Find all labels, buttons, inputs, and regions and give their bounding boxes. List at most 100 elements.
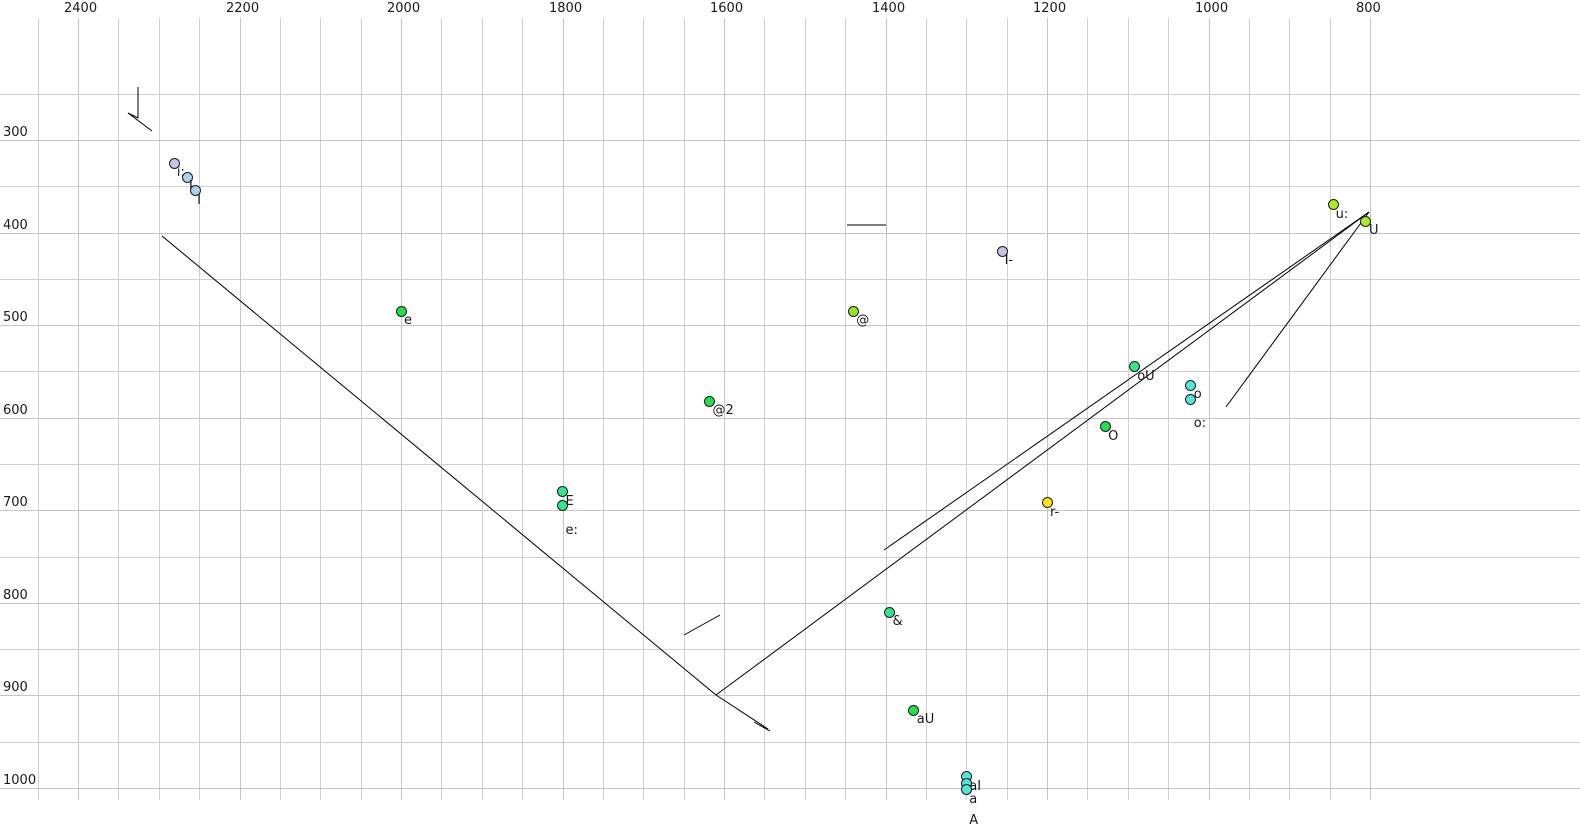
vowel-label: e: (565, 522, 578, 538)
vowel-marker[interactable] (395, 305, 407, 317)
vowel-marker[interactable] (181, 171, 193, 183)
y-gridline-major (0, 140, 1580, 141)
vowel-marker[interactable] (189, 185, 201, 197)
x-tick-label: 1600 (710, 1, 744, 16)
trajectory-line (883, 211, 1370, 551)
trajectory-line (753, 721, 771, 732)
vowel-label: o: (1193, 416, 1207, 432)
y-gridline-minor (0, 279, 1580, 280)
y-gridline-major (0, 418, 1580, 419)
x-gridline-minor (603, 18, 604, 800)
y-tick-label: 900 (3, 680, 28, 695)
vowel-label: u: (1335, 206, 1349, 222)
x-gridline-minor (320, 18, 321, 800)
vowel-label: @ (856, 313, 870, 329)
y-gridline-minor (0, 371, 1580, 372)
x-gridline-major (401, 18, 402, 800)
x-gridline-major (240, 18, 241, 800)
vowel-label: I (197, 192, 201, 208)
x-gridline-minor (684, 18, 685, 800)
x-gridline-minor (441, 18, 442, 800)
x-gridline-minor (1249, 18, 1250, 800)
vowel-marker[interactable] (703, 395, 715, 407)
y-tick-label: 700 (3, 495, 28, 510)
x-gridline-major (1047, 18, 1048, 800)
x-gridline-minor (1128, 18, 1129, 800)
vowel-label: @2 (712, 403, 734, 419)
y-gridline-major (0, 603, 1580, 604)
x-gridline-minor (280, 18, 281, 800)
y-gridline-minor (0, 557, 1580, 558)
y-gridline-major (0, 788, 1580, 789)
y-gridline-major (0, 325, 1580, 326)
x-tick-label: 1200 (1033, 1, 1067, 16)
x-tick-label: 2400 (64, 1, 98, 16)
vowel-marker[interactable] (847, 305, 859, 317)
vowel-label: oU (1137, 368, 1155, 384)
y-gridline-major (0, 233, 1580, 234)
vowel-marker[interactable] (1099, 421, 1111, 433)
vowel-label: O (1108, 428, 1119, 444)
y-gridline-minor (0, 464, 1580, 465)
vowel-marker[interactable] (557, 486, 568, 498)
trajectory-layer (127, 87, 1370, 732)
vowel-marker[interactable] (169, 157, 181, 169)
vowel-marker[interactable] (557, 500, 568, 512)
y-gridline-major (0, 695, 1580, 696)
vowel-label: E (565, 493, 574, 509)
vowel-label: aU (916, 712, 935, 728)
x-gridline-minor (1289, 18, 1290, 800)
vowel-label: e (404, 313, 412, 329)
vowel-label: aI (969, 778, 982, 794)
y-tick-label: 600 (3, 403, 28, 418)
x-gridline-minor (199, 18, 200, 800)
y-tick-label: 1000 (3, 773, 37, 788)
y-tick-label: 300 (3, 125, 28, 140)
vowel-label: o (1193, 387, 1202, 403)
x-gridline-minor (1087, 18, 1088, 800)
vowel-marker[interactable] (1360, 215, 1372, 227)
x-gridline-minor (643, 18, 644, 800)
vowel-label: I- (1004, 253, 1014, 269)
vowel-marker[interactable] (1185, 379, 1197, 391)
x-tick-label: 1800 (549, 1, 583, 16)
x-gridline-minor (966, 18, 967, 800)
x-gridline-minor (926, 18, 927, 800)
trajectory-line (1225, 211, 1370, 408)
y-gridline-major (0, 510, 1580, 511)
y-tick-label: 400 (3, 218, 28, 233)
vowel-label: i: (176, 165, 185, 181)
vowel-marker[interactable] (1128, 361, 1140, 373)
x-gridline-major (1370, 18, 1371, 800)
trajectory-line (715, 211, 1370, 696)
vowel-label: A (969, 812, 979, 828)
x-tick-label: 2200 (226, 1, 260, 16)
y-gridline-minor (0, 94, 1580, 95)
y-gridline-minor (0, 649, 1580, 650)
x-gridline-minor (805, 18, 806, 800)
x-tick-label: 2000 (387, 1, 421, 16)
vowel-label: U (1368, 223, 1379, 239)
vowel-marker[interactable] (1328, 199, 1340, 211)
x-gridline-minor (118, 18, 119, 800)
x-tick-label: 1000 (1195, 1, 1229, 16)
y-gridline-minor (0, 186, 1580, 187)
vowel-marker[interactable] (908, 704, 920, 716)
vowel-marker[interactable] (1185, 393, 1197, 405)
x-gridline-minor (522, 18, 523, 800)
trajectory-line (161, 235, 717, 696)
y-tick-label: 800 (3, 588, 28, 603)
vowel-marker[interactable] (1041, 497, 1053, 509)
vowel-marker[interactable] (997, 245, 1009, 257)
x-tick-label: 800 (1356, 1, 1381, 16)
x-gridline-major (886, 18, 887, 800)
vowel-marker[interactable] (960, 784, 972, 796)
x-gridline-major (1209, 18, 1210, 800)
x-gridline-minor (845, 18, 846, 800)
x-gridline-major (563, 18, 564, 800)
x-gridline-minor (361, 18, 362, 800)
x-gridline-minor (1168, 18, 1169, 800)
vowel-marker[interactable] (884, 606, 896, 618)
